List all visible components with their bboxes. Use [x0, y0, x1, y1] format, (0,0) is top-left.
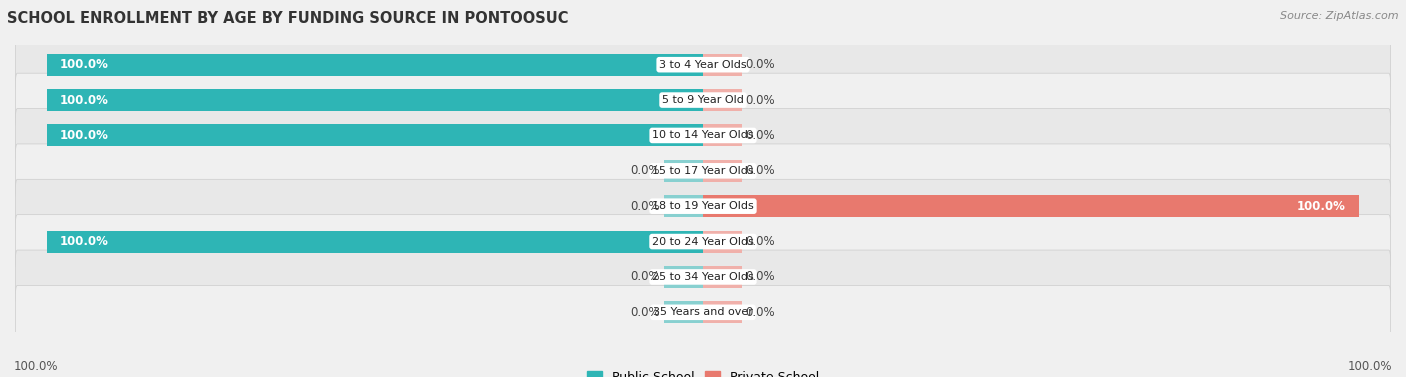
Text: SCHOOL ENROLLMENT BY AGE BY FUNDING SOURCE IN PONTOOSUC: SCHOOL ENROLLMENT BY AGE BY FUNDING SOUR…: [7, 11, 568, 26]
Bar: [703, 54, 742, 76]
Text: 0.0%: 0.0%: [631, 164, 661, 177]
Bar: [703, 231, 742, 253]
Text: 100.0%: 100.0%: [1298, 200, 1346, 213]
Text: 100.0%: 100.0%: [60, 58, 108, 71]
Bar: [46, 54, 703, 76]
Text: 0.0%: 0.0%: [745, 129, 775, 142]
Bar: [703, 266, 742, 288]
Text: 3 to 4 Year Olds: 3 to 4 Year Olds: [659, 60, 747, 70]
Bar: [46, 231, 703, 253]
Bar: [703, 195, 1360, 217]
Text: 20 to 24 Year Olds: 20 to 24 Year Olds: [652, 236, 754, 247]
Bar: [703, 160, 742, 182]
Bar: [46, 124, 703, 146]
Bar: [703, 301, 742, 323]
Bar: [703, 124, 742, 146]
Bar: [664, 266, 703, 288]
FancyBboxPatch shape: [15, 215, 1391, 268]
FancyBboxPatch shape: [15, 109, 1391, 162]
Text: 0.0%: 0.0%: [631, 270, 661, 284]
FancyBboxPatch shape: [15, 38, 1391, 92]
FancyBboxPatch shape: [15, 285, 1391, 339]
Text: 100.0%: 100.0%: [60, 235, 108, 248]
Text: 0.0%: 0.0%: [745, 93, 775, 107]
Text: 0.0%: 0.0%: [745, 306, 775, 319]
FancyBboxPatch shape: [15, 144, 1391, 198]
Text: 18 to 19 Year Olds: 18 to 19 Year Olds: [652, 201, 754, 211]
Text: 0.0%: 0.0%: [745, 235, 775, 248]
Bar: [664, 195, 703, 217]
Text: 35 Years and over: 35 Years and over: [652, 307, 754, 317]
Text: 0.0%: 0.0%: [745, 164, 775, 177]
Text: 100.0%: 100.0%: [60, 129, 108, 142]
Text: 0.0%: 0.0%: [631, 200, 661, 213]
Text: 5 to 9 Year Old: 5 to 9 Year Old: [662, 95, 744, 105]
Text: 0.0%: 0.0%: [745, 270, 775, 284]
Text: 0.0%: 0.0%: [631, 306, 661, 319]
Text: 15 to 17 Year Olds: 15 to 17 Year Olds: [652, 166, 754, 176]
Text: Source: ZipAtlas.com: Source: ZipAtlas.com: [1281, 11, 1399, 21]
FancyBboxPatch shape: [15, 179, 1391, 233]
FancyBboxPatch shape: [15, 250, 1391, 304]
Bar: [703, 89, 742, 111]
Text: 100.0%: 100.0%: [14, 360, 59, 373]
FancyBboxPatch shape: [15, 73, 1391, 127]
Bar: [664, 301, 703, 323]
Legend: Public School, Private School: Public School, Private School: [582, 366, 824, 377]
Bar: [46, 89, 703, 111]
Text: 0.0%: 0.0%: [745, 58, 775, 71]
Text: 100.0%: 100.0%: [60, 93, 108, 107]
Bar: [664, 160, 703, 182]
Text: 10 to 14 Year Olds: 10 to 14 Year Olds: [652, 130, 754, 141]
Text: 100.0%: 100.0%: [1347, 360, 1392, 373]
Text: 25 to 34 Year Olds: 25 to 34 Year Olds: [652, 272, 754, 282]
